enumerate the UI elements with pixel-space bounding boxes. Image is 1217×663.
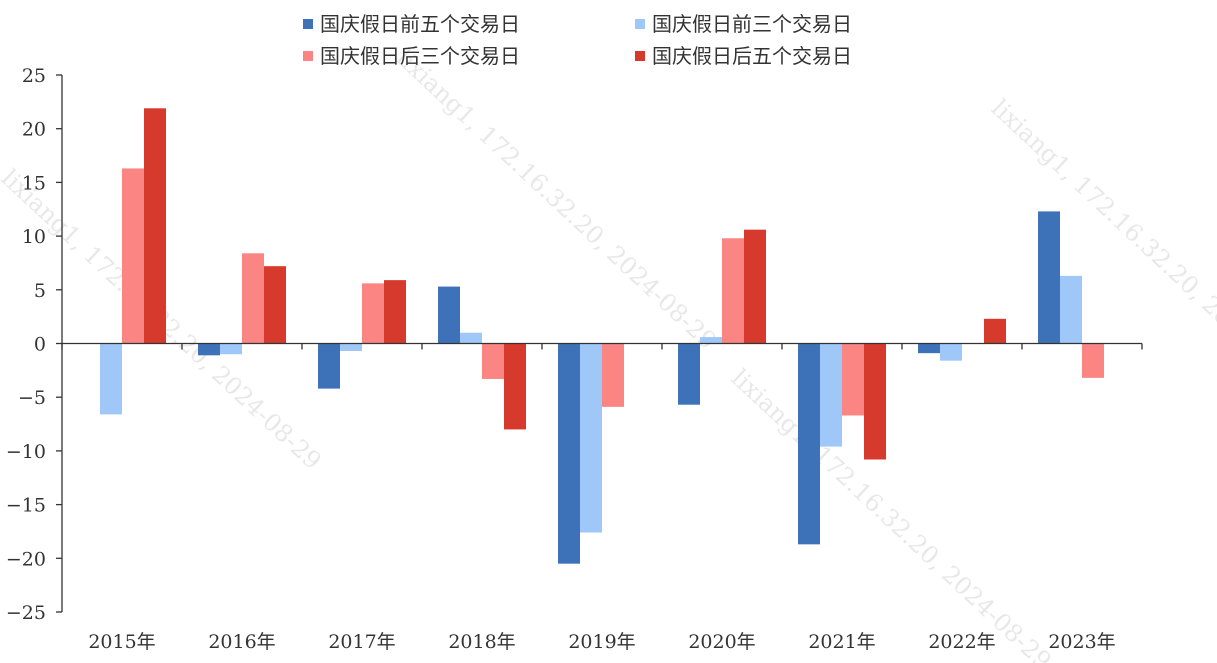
x-tick-label: 2015年 [88, 631, 155, 653]
bar-series-1 [798, 343, 820, 545]
bar-series-2 [1060, 275, 1082, 344]
y-tick-label: 15 [22, 172, 46, 194]
bar-series-1 [318, 343, 340, 389]
y-tick-label: −25 [6, 602, 46, 624]
bar-series-2 [940, 343, 962, 361]
y-tick-label: −5 [18, 387, 46, 409]
y-tick-label: 10 [22, 226, 46, 248]
bar-series-4 [744, 229, 766, 344]
y-tick-label: 5 [34, 280, 46, 302]
bar-series-1 [1038, 211, 1060, 344]
bar-series-1 [198, 343, 220, 356]
y-tick-label: −20 [6, 548, 46, 570]
x-tick-label: 2016年 [208, 631, 275, 653]
bar-series-3 [1082, 343, 1104, 378]
bar-series-3 [482, 343, 504, 379]
bar-series-3 [122, 168, 144, 344]
x-tick-label: 2021年 [808, 631, 875, 653]
x-tick-label: 2018年 [448, 631, 515, 653]
bar-series-3 [242, 253, 264, 344]
y-axis: 25 20 15 10 5 0 −5 −10 −15 −20 −25 [6, 65, 63, 624]
x-axis: 2015年 2016年 2017年 2018年 2019年 2020年 2021年 2022年… [61, 342, 1143, 653]
legend-label: 国庆假日前三个交易日 [652, 12, 852, 36]
bar-series-2 [100, 343, 122, 415]
bar-series-2 [220, 343, 242, 355]
y-tick-label: 25 [22, 65, 46, 87]
watermark-text: lixiang1, 172.16.32.20, 2024-08-29 [726, 364, 1057, 663]
x-tick-label: 2022年 [928, 631, 995, 653]
x-tick-label: 2017年 [328, 631, 395, 653]
y-tick-label: 0 [34, 334, 46, 356]
legend-swatch [303, 19, 313, 29]
bar-series-4 [264, 266, 286, 344]
bar-series-2 [460, 332, 482, 344]
bar-series-2 [340, 343, 362, 352]
bar-series-3 [602, 343, 624, 407]
bar-series-4 [864, 343, 886, 460]
bar-series-4 [144, 108, 166, 344]
bar-series-2 [580, 343, 602, 533]
x-tick-label: 2023年 [1048, 631, 1115, 653]
bar-series-4 [504, 343, 526, 430]
bar-series-3 [722, 238, 744, 344]
y-tick-label: 20 [22, 119, 46, 141]
legend-swatch [635, 51, 645, 61]
bar-series-2 [700, 337, 722, 344]
bar-series-1 [918, 343, 940, 354]
bars [100, 108, 1104, 564]
legend-swatch [635, 19, 645, 29]
bar-series-1 [438, 286, 460, 344]
y-tick-label: −15 [6, 495, 46, 517]
y-tick-label: −10 [6, 441, 46, 463]
bar-series-1 [558, 343, 580, 564]
bar-series-4 [984, 318, 1006, 344]
x-tick-label: 2020年 [688, 631, 755, 653]
legend-label: 国庆假日后五个交易日 [652, 44, 852, 68]
bar-series-3 [362, 283, 384, 344]
legend-swatch [303, 51, 313, 61]
bar-series-3 [842, 343, 864, 416]
bar-series-1 [678, 343, 700, 405]
legend-label: 国庆假日前五个交易日 [320, 12, 520, 36]
x-tick-label: 2019年 [568, 631, 635, 653]
bar-series-2 [820, 343, 842, 447]
bar-series-4 [384, 280, 406, 344]
legend-label: 国庆假日后三个交易日 [320, 44, 520, 68]
